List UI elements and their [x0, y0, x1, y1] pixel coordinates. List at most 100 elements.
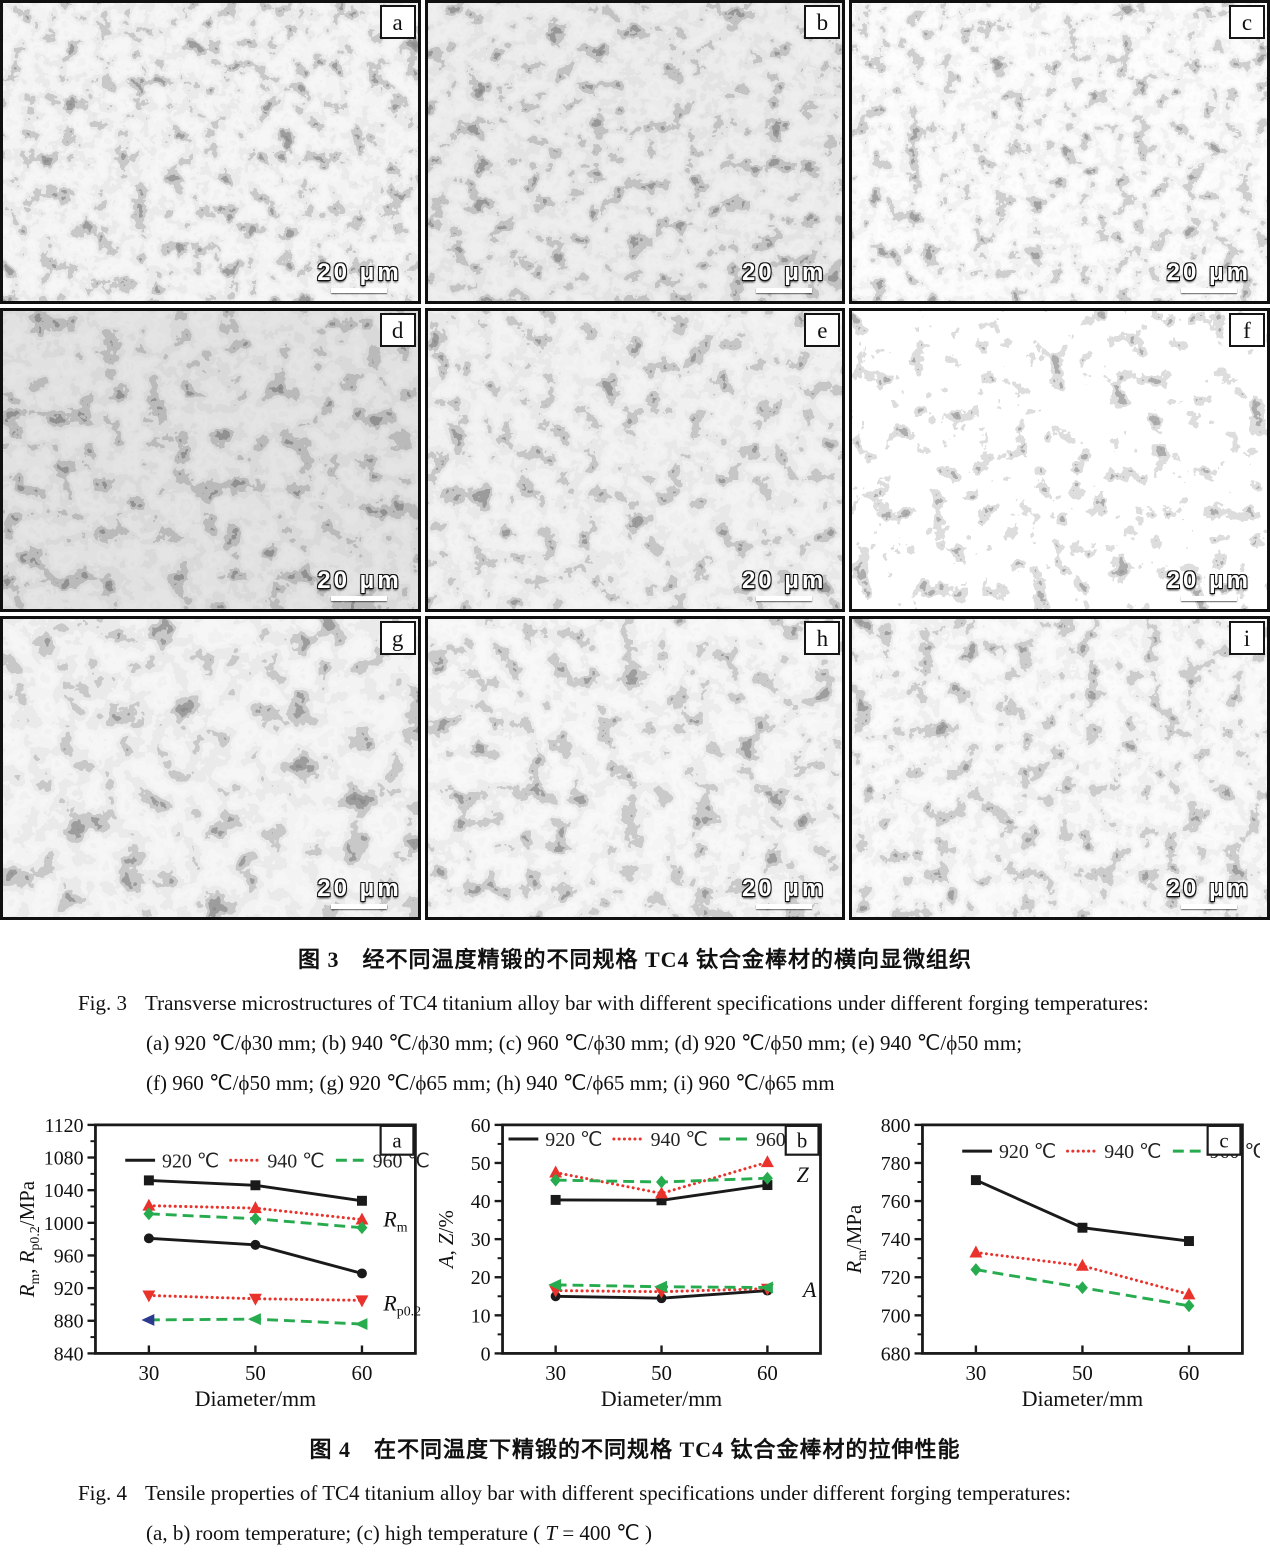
x-tick-label: 50	[651, 1361, 672, 1385]
panel-label-e: e	[804, 313, 841, 347]
y-axis-label: Rm​/MPa	[842, 1205, 870, 1275]
scale-bar-a: 20 μm	[317, 261, 401, 293]
y-tick-label: 1120	[45, 1115, 84, 1137]
micrograph-panel-e: e 20 μm	[424, 308, 846, 612]
scale-bar-text: 20 μm	[1166, 259, 1251, 286]
scale-bar-line	[331, 288, 388, 293]
annotation-a: A	[801, 1278, 817, 1302]
scale-bar-text: 20 μm	[1166, 567, 1251, 594]
figure3-micrograph-grid: a 20 μm b 20 μm	[0, 0, 1270, 920]
series-z-920-c	[550, 1180, 773, 1206]
axes: 840 880 920 960 1000 1040 1080 1120 30 50 60	[44, 1115, 417, 1385]
x-tick-label: 50	[1072, 1361, 1093, 1385]
y-tick-label: 1000	[44, 1213, 84, 1235]
panel-letter-box-a: a	[379, 1124, 415, 1156]
y-tick-label: 0	[481, 1343, 491, 1365]
scale-bar-text: 20 μm	[317, 567, 402, 594]
x-tick-label: 60	[1178, 1361, 1199, 1385]
y-tick-label: 780	[880, 1153, 910, 1175]
x-tick-label: 50	[245, 1361, 266, 1385]
y-tick-label: 60	[471, 1115, 491, 1137]
figure3-caption-line3: (f) 960 ℃/ϕ50 mm; (g) 920 ℃/ϕ65 mm; (h) …	[146, 1071, 835, 1095]
figure4-caption-line2: (a, b) room temperature; (c) high temper…	[146, 1521, 653, 1545]
figure3-title-zh: 图 3 经不同温度精锻的不同规格 TC4 钛合金棒材的横向显微组织	[297, 947, 973, 972]
micrograph-image-g	[3, 619, 418, 917]
axes: 680 700 720 740 760 780 800 30 50 60	[880, 1115, 1244, 1385]
scale-bar-text: 20 μm	[741, 567, 827, 594]
micrograph-image-a	[3, 3, 418, 301]
figure3-caption-line2: (a) 920 ℃/ϕ30 mm; (b) 940 ℃/ϕ30 mm; (c) …	[146, 1031, 1023, 1055]
scale-bar-line	[756, 904, 813, 909]
legend-label: 920 ℃	[999, 1141, 1056, 1163]
scale-bar-i: 20 μm	[1167, 877, 1251, 909]
scale-bar-text: 20 μm	[317, 875, 402, 902]
scale-bar-line	[1180, 596, 1237, 601]
y-tick-label: 40	[471, 1191, 491, 1213]
scale-bar-h: 20 μm	[742, 877, 826, 909]
annotation-z: Z	[797, 1163, 810, 1187]
panel-label-b: b	[804, 5, 841, 39]
y-tick-label: 680	[880, 1343, 910, 1365]
series-rp0-2-940-c	[142, 1290, 369, 1308]
micrograph-panel-i: i 20 μm	[849, 616, 1270, 920]
micrograph-panel-a: a 20 μm	[0, 0, 421, 304]
y-tick-label: 720	[880, 1267, 910, 1289]
annotation-rp0.2: Rp0.2	[382, 1292, 421, 1320]
scale-bar-line	[1180, 288, 1237, 293]
y-tick-label: 1080	[44, 1147, 84, 1169]
x-axis-label: Diameter/mm	[601, 1387, 722, 1411]
micrograph-image-e	[427, 311, 843, 609]
series-rp0-2-920-c	[143, 1233, 367, 1279]
italic-T: T	[545, 1521, 558, 1545]
figure3-caption-en: Fig. 3 Transverse microstructures of TC4 …	[78, 991, 1250, 1016]
y-tick-label: 880	[54, 1311, 84, 1333]
panel-letter: c	[1219, 1129, 1228, 1153]
panel-letter: a	[392, 1129, 401, 1153]
y-tick-label: 960	[54, 1245, 84, 1267]
micrograph-panel-f: f 20 μm	[849, 308, 1270, 612]
micrograph-panel-h: h 20 μm	[424, 616, 846, 920]
x-tick-label: 30	[546, 1361, 567, 1385]
annotation-rm: Rm	[382, 1208, 407, 1236]
legend-label: 920 ℃	[162, 1150, 219, 1172]
scale-bar-f: 20 μm	[1167, 569, 1251, 601]
scale-bar-d: 20 μm	[317, 569, 401, 601]
figure4-title-zh: 图 4 在不同温度下精锻的不同规格 TC4 钛合金棒材的拉伸性能	[309, 1437, 961, 1462]
panel-letter-box-b: b	[784, 1124, 820, 1156]
x-tick-label: 60	[352, 1361, 373, 1385]
chart-b: 0 10 20 30 40 50 60 30 50 60 Diameter/mm A, Z/% 920 …	[434, 1115, 823, 1411]
y-tick-label: 20	[471, 1267, 491, 1289]
series-z-960-c	[550, 1171, 774, 1189]
series-rm-920-c	[970, 1175, 1194, 1247]
micrograph-image-c	[852, 3, 1267, 301]
y-tick-label: 840	[54, 1343, 84, 1365]
scale-bar-line	[756, 596, 813, 601]
y-axis-label: Rm​, Rp0.2​/MPa	[15, 1181, 43, 1298]
figure4-caption-en: Fig. 4 Tensile properties of TC4 titanium…	[78, 1481, 1250, 1506]
scale-bar-text: 20 μm	[741, 875, 827, 902]
scale-bar-text: 20 μm	[317, 259, 402, 286]
y-tick-label: 800	[880, 1115, 910, 1137]
micrograph-panel-c: c 20 μm	[849, 0, 1270, 304]
y-tick-label: 920	[54, 1278, 84, 1300]
series-rm-940-c	[969, 1245, 1196, 1300]
figure4-label: Fig. 4	[78, 1481, 128, 1505]
micrograph-panel-g: g 20 μm	[0, 616, 421, 920]
series-rp0-2-960-c	[141, 1313, 368, 1330]
micrograph-image-h	[427, 619, 843, 917]
figure4-caption: 图 4 在不同温度下精锻的不同规格 TC4 钛合金棒材的拉伸性能 Fig. 4 T…	[0, 1432, 1270, 1546]
figure3-caption-text: Transverse microstructures of TC4 titani…	[145, 991, 1149, 1015]
y-tick-label: 30	[471, 1229, 491, 1251]
panel-label-c: c	[1228, 5, 1265, 39]
x-axis-label: Diameter/mm	[1021, 1387, 1142, 1411]
series-rm-940-c	[142, 1198, 369, 1225]
legend-label: 940 ℃	[651, 1129, 708, 1151]
series-rm-920-c	[143, 1175, 367, 1206]
panel-letter-box-c: c	[1206, 1124, 1242, 1156]
scale-bar-g: 20 μm	[317, 877, 401, 909]
scale-bar-line	[1180, 904, 1237, 909]
micrograph-image-i	[852, 619, 1267, 917]
micrograph-panel-b: b 20 μm	[424, 0, 846, 304]
figure3-label: Fig. 3	[78, 991, 128, 1015]
